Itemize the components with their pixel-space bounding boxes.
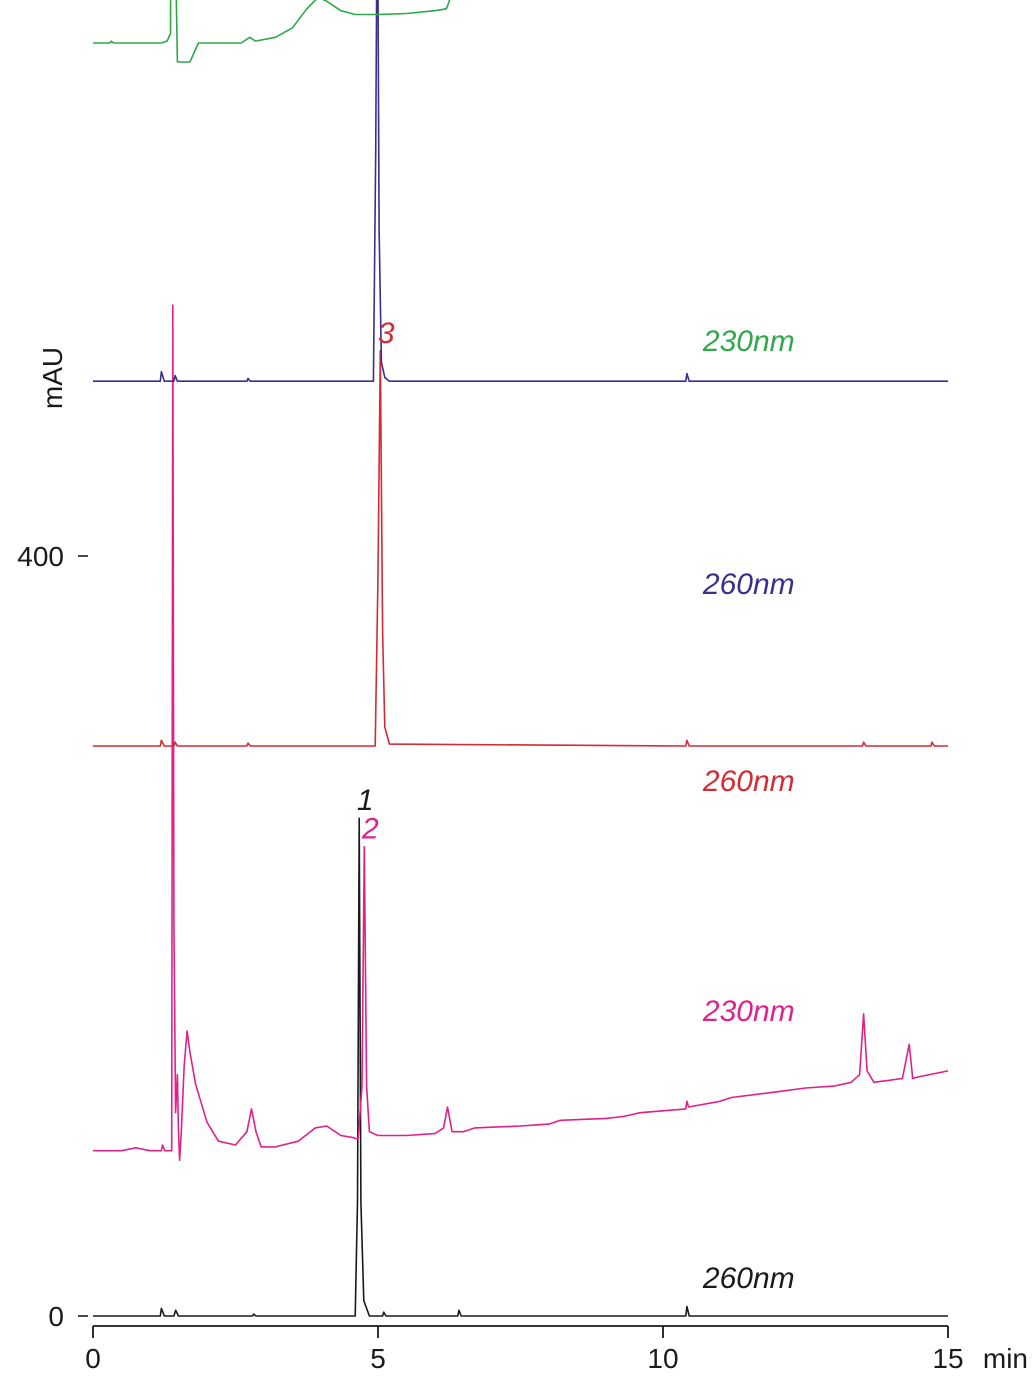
x-tick-label: 0 bbox=[85, 1343, 101, 1374]
trace-1 bbox=[93, 817, 948, 1317]
trace-label-1: 260nm bbox=[702, 1262, 795, 1295]
trace-3 bbox=[93, 349, 948, 747]
peak-label-1: 1 bbox=[357, 784, 374, 817]
trace-label-5: 230nm bbox=[702, 325, 795, 358]
x-tick-label: 5 bbox=[370, 1343, 386, 1374]
trace-label-4: 260nm bbox=[702, 568, 795, 601]
trace-5 bbox=[93, 0, 451, 63]
y-axis-label: mAU bbox=[37, 347, 68, 409]
peak-label-2: 2 bbox=[361, 813, 379, 846]
x-tick-label: 10 bbox=[647, 1343, 678, 1374]
trace-label-2: 230nm bbox=[702, 995, 795, 1028]
traces bbox=[93, 0, 949, 1317]
x-tick-label: 15 bbox=[932, 1343, 963, 1374]
trace-4 bbox=[93, 0, 948, 383]
x-axis-unit-label: min bbox=[983, 1343, 1028, 1374]
peak-label-3: 3 bbox=[378, 317, 395, 350]
y-tick-label: 400 bbox=[17, 541, 64, 572]
trace-label-3: 260nm bbox=[702, 765, 795, 798]
y-tick-label: 0 bbox=[48, 1301, 64, 1332]
trace-2 bbox=[93, 304, 949, 1161]
labels: 12345260nm230nm260nm260nm230nm bbox=[357, 317, 795, 1295]
axes: 0 5 10 15 min 0 400 mAU bbox=[17, 347, 1028, 1374]
